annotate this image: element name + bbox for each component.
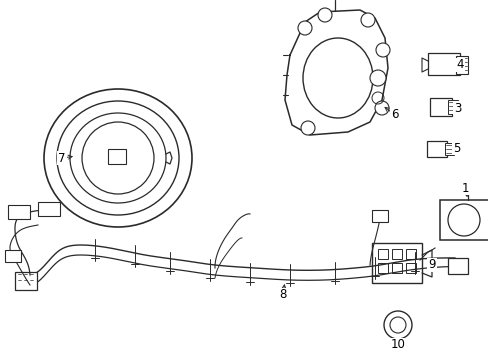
FancyBboxPatch shape (447, 100, 457, 114)
FancyBboxPatch shape (444, 143, 453, 155)
Text: 7: 7 (58, 152, 65, 165)
Circle shape (375, 43, 389, 57)
FancyBboxPatch shape (371, 243, 421, 283)
Circle shape (383, 311, 411, 339)
FancyBboxPatch shape (455, 56, 467, 74)
FancyBboxPatch shape (427, 53, 459, 75)
Text: 3: 3 (453, 102, 461, 114)
FancyBboxPatch shape (377, 249, 387, 259)
FancyBboxPatch shape (38, 202, 60, 216)
FancyBboxPatch shape (391, 263, 401, 273)
Circle shape (317, 8, 331, 22)
Text: 1: 1 (460, 181, 468, 194)
FancyBboxPatch shape (8, 205, 30, 219)
Circle shape (360, 13, 374, 27)
FancyBboxPatch shape (405, 249, 415, 259)
FancyBboxPatch shape (377, 263, 387, 273)
FancyBboxPatch shape (426, 141, 446, 157)
Circle shape (369, 70, 385, 86)
FancyBboxPatch shape (391, 249, 401, 259)
Circle shape (297, 21, 311, 35)
FancyBboxPatch shape (108, 149, 126, 164)
FancyBboxPatch shape (15, 272, 37, 290)
Text: 5: 5 (452, 141, 460, 154)
Text: 4: 4 (455, 58, 463, 72)
Text: 9: 9 (427, 258, 435, 271)
FancyBboxPatch shape (429, 98, 451, 116)
FancyBboxPatch shape (405, 263, 415, 273)
Text: 6: 6 (390, 108, 398, 122)
FancyBboxPatch shape (447, 258, 467, 274)
FancyBboxPatch shape (371, 210, 387, 222)
Text: 10: 10 (390, 338, 405, 351)
Text: 8: 8 (279, 288, 286, 302)
FancyBboxPatch shape (5, 250, 21, 262)
FancyBboxPatch shape (439, 200, 488, 240)
Circle shape (301, 121, 314, 135)
Circle shape (374, 101, 388, 115)
